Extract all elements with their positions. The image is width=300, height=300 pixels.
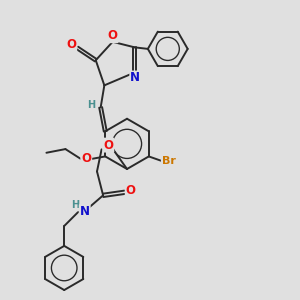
Text: Br: Br	[162, 156, 176, 166]
Text: O: O	[103, 139, 113, 152]
Text: O: O	[81, 152, 91, 165]
Text: H: H	[87, 100, 95, 110]
Text: N: N	[130, 71, 140, 85]
Text: H: H	[71, 200, 80, 211]
Text: O: O	[126, 184, 136, 197]
Text: O: O	[66, 38, 76, 51]
Text: N: N	[80, 205, 90, 218]
Text: O: O	[108, 29, 118, 42]
